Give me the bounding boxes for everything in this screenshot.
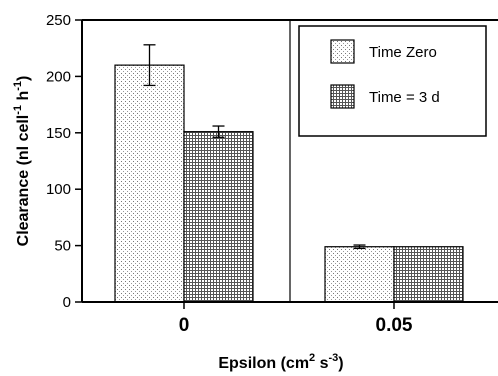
y-axis-title: Clearance (nl cell-1 h-1) xyxy=(12,76,32,247)
legend-swatch-time-3d xyxy=(330,84,355,109)
y-tick-label: 50 xyxy=(54,238,71,255)
legend-box xyxy=(298,25,487,137)
y-tick-label: 0 xyxy=(63,294,71,311)
bar-time-3d-eps-0-05 xyxy=(393,246,464,303)
x-axis-title: Epsilon (cm2 s-3) xyxy=(218,352,343,372)
y-tick-label: 100 xyxy=(46,181,71,198)
legend: Time Zero Time = 3 d xyxy=(298,25,487,137)
y-tick-label: 250 xyxy=(46,12,71,29)
legend-label-time-zero: Time Zero xyxy=(369,44,437,61)
y-tick-label: 150 xyxy=(46,125,71,142)
legend-swatch-time-zero xyxy=(330,39,355,64)
bar-time-zero-eps-0 xyxy=(114,64,185,303)
bar-time-3d-eps-0 xyxy=(183,131,254,303)
y-tick-label: 200 xyxy=(46,68,71,85)
legend-label-time-3d: Time = 3 d xyxy=(369,89,440,106)
bar-time-zero-eps-0-05 xyxy=(324,246,395,303)
x-tick-label: 0 xyxy=(179,315,190,336)
bars xyxy=(114,44,464,303)
x-axis-ticks: 0 0.05 xyxy=(179,302,413,336)
x-tick-label: 0.05 xyxy=(376,315,413,336)
y-axis-ticks: 0 50 100 150 200 250 xyxy=(46,12,82,311)
